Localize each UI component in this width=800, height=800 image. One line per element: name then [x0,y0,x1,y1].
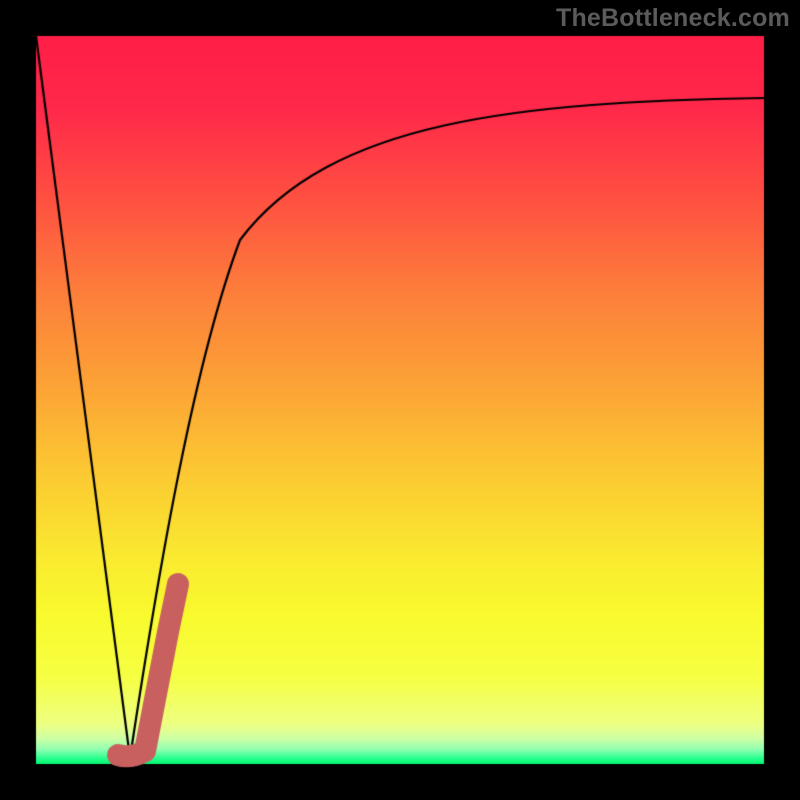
chart-container: TheBottleneck.com [0,0,800,800]
watermark-text: TheBottleneck.com [556,4,790,33]
bottleneck-chart-canvas [0,0,800,800]
